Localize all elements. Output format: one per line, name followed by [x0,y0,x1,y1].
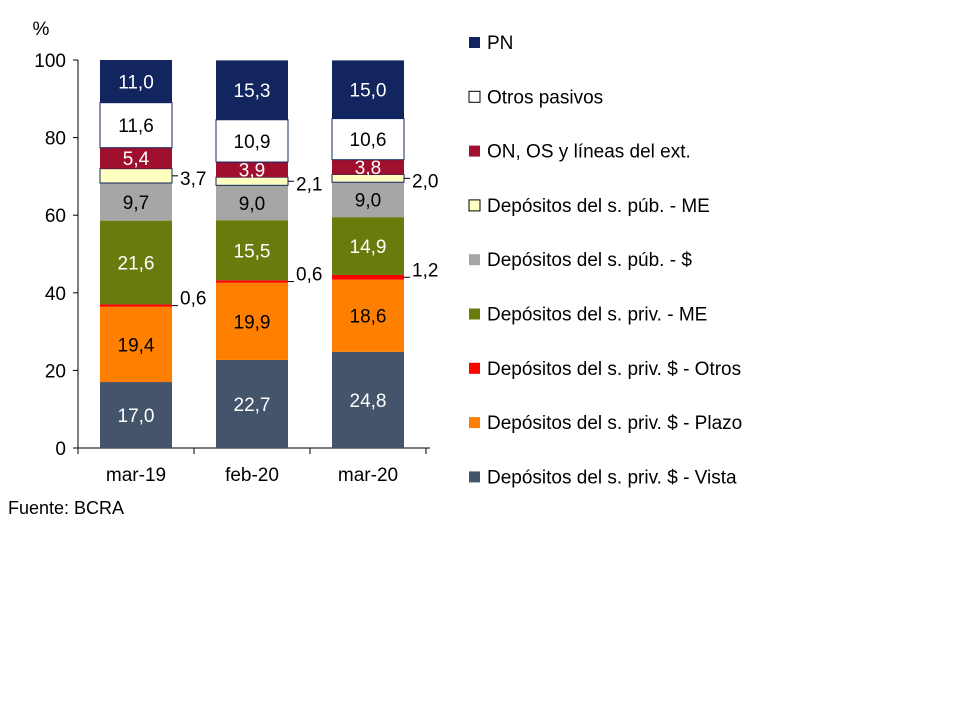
bar-segment [216,280,288,283]
data-label: 18,6 [350,307,387,328]
axes: 0 20 40 60 80 100% mar-19 feb-20 mar-20 [33,19,430,486]
data-label: 3,8 [355,158,381,179]
data-label: 14,9 [350,237,387,258]
x-tick-label: mar-20 [338,465,398,486]
data-label: 9,7 [123,193,149,214]
bar-segment [332,182,404,218]
legend-swatch [468,199,481,212]
y-tick-label: 80 [45,129,66,150]
legend-swatch [469,37,480,48]
legend-swatch [469,308,480,320]
bar-segment [216,162,288,178]
data-label: 15,5 [234,241,271,262]
data-label: 21,6 [118,254,155,275]
legend-entry: Depósitos del s. priv. $ - Plazo [487,413,742,434]
data-label: 3,7 [180,169,206,190]
bar-segment [99,102,173,149]
data-label: 9,0 [355,191,381,212]
data-label: 19,4 [118,335,155,356]
legend-swatch [469,471,480,483]
bar-segment [216,60,288,120]
source-note: Fuente: BCRA [8,498,125,518]
legend-entry: ON, OS y líneas del ext. [487,142,691,163]
bar-segment [332,60,404,119]
bar-segment [332,351,404,448]
bar-segment [99,168,173,184]
bar-segment [100,382,172,448]
legend: PN Otros pasivos ON, OS y líneas del ext. D… [468,33,742,488]
legend-entry: Depósitos del s. púb. - $ [487,250,692,271]
y-tick-label: 0 [55,439,66,460]
data-label: 2,0 [412,171,438,192]
bar-segment [332,274,404,280]
bar-segment [216,185,288,221]
bar-segment [216,282,288,360]
data-label: 19,9 [234,312,271,333]
y-tick-label: 100 [34,51,66,72]
x-tick-label: feb-20 [225,465,279,486]
data-label: 22,7 [234,395,271,416]
bar-segment [100,182,172,221]
data-labels: 17,0 19,4 0,6 21,6 9,7 3,7 5,4 11,6 11,0 22,7 19,9… [118,72,439,427]
data-label: 0,6 [180,289,206,310]
data-label: 9,0 [239,194,265,215]
data-label: 10,9 [234,132,271,153]
legend-entry: Depósitos del s. púb. - ME [487,196,710,217]
legend-swatch [469,362,480,374]
data-label: 15,3 [234,81,271,102]
data-label: 15,0 [350,80,387,101]
bar-segment [332,279,404,352]
legend-swatch [469,145,480,157]
legend-entry: PN [487,33,513,54]
x-tick-label: mar-19 [106,465,166,486]
legend-swatch [469,417,480,429]
data-label: 5,4 [123,149,150,170]
bar-segment [216,359,288,448]
data-label: 11,6 [118,116,154,137]
legend-swatch [469,254,480,266]
data-label: 10,6 [350,130,387,151]
bar-segment [332,217,404,275]
bars [99,60,405,448]
legend-entry: Depósitos del s. priv. - ME [487,305,707,326]
bar-segment [100,147,172,169]
y-tick-label: 40 [45,284,66,305]
bar-segment [216,220,288,281]
bar-segment [331,118,405,161]
legend-entry: Otros pasivos [487,87,603,108]
legend-entry: Depósitos del s. priv. $ - Otros [487,359,741,380]
legend-entry: Depósitos del s. priv. $ - Vista [487,467,737,488]
bar-segment [100,304,172,307]
bar-segment [332,159,404,175]
y-tick-label: 60 [45,206,66,227]
bar-segment [100,60,172,103]
legend-swatch [468,90,481,103]
bar-segment [100,306,172,383]
bar-segment [100,220,172,305]
data-label: 3,9 [239,161,265,182]
data-label: 1,2 [412,260,438,281]
data-label: 0,6 [296,265,322,286]
y-axis-unit: % [33,19,50,40]
data-label: 24,8 [350,391,387,412]
data-label: 2,1 [296,174,322,195]
data-label: 11,0 [118,72,154,93]
y-tick-label: 20 [45,361,66,382]
data-label: 17,0 [118,406,155,427]
